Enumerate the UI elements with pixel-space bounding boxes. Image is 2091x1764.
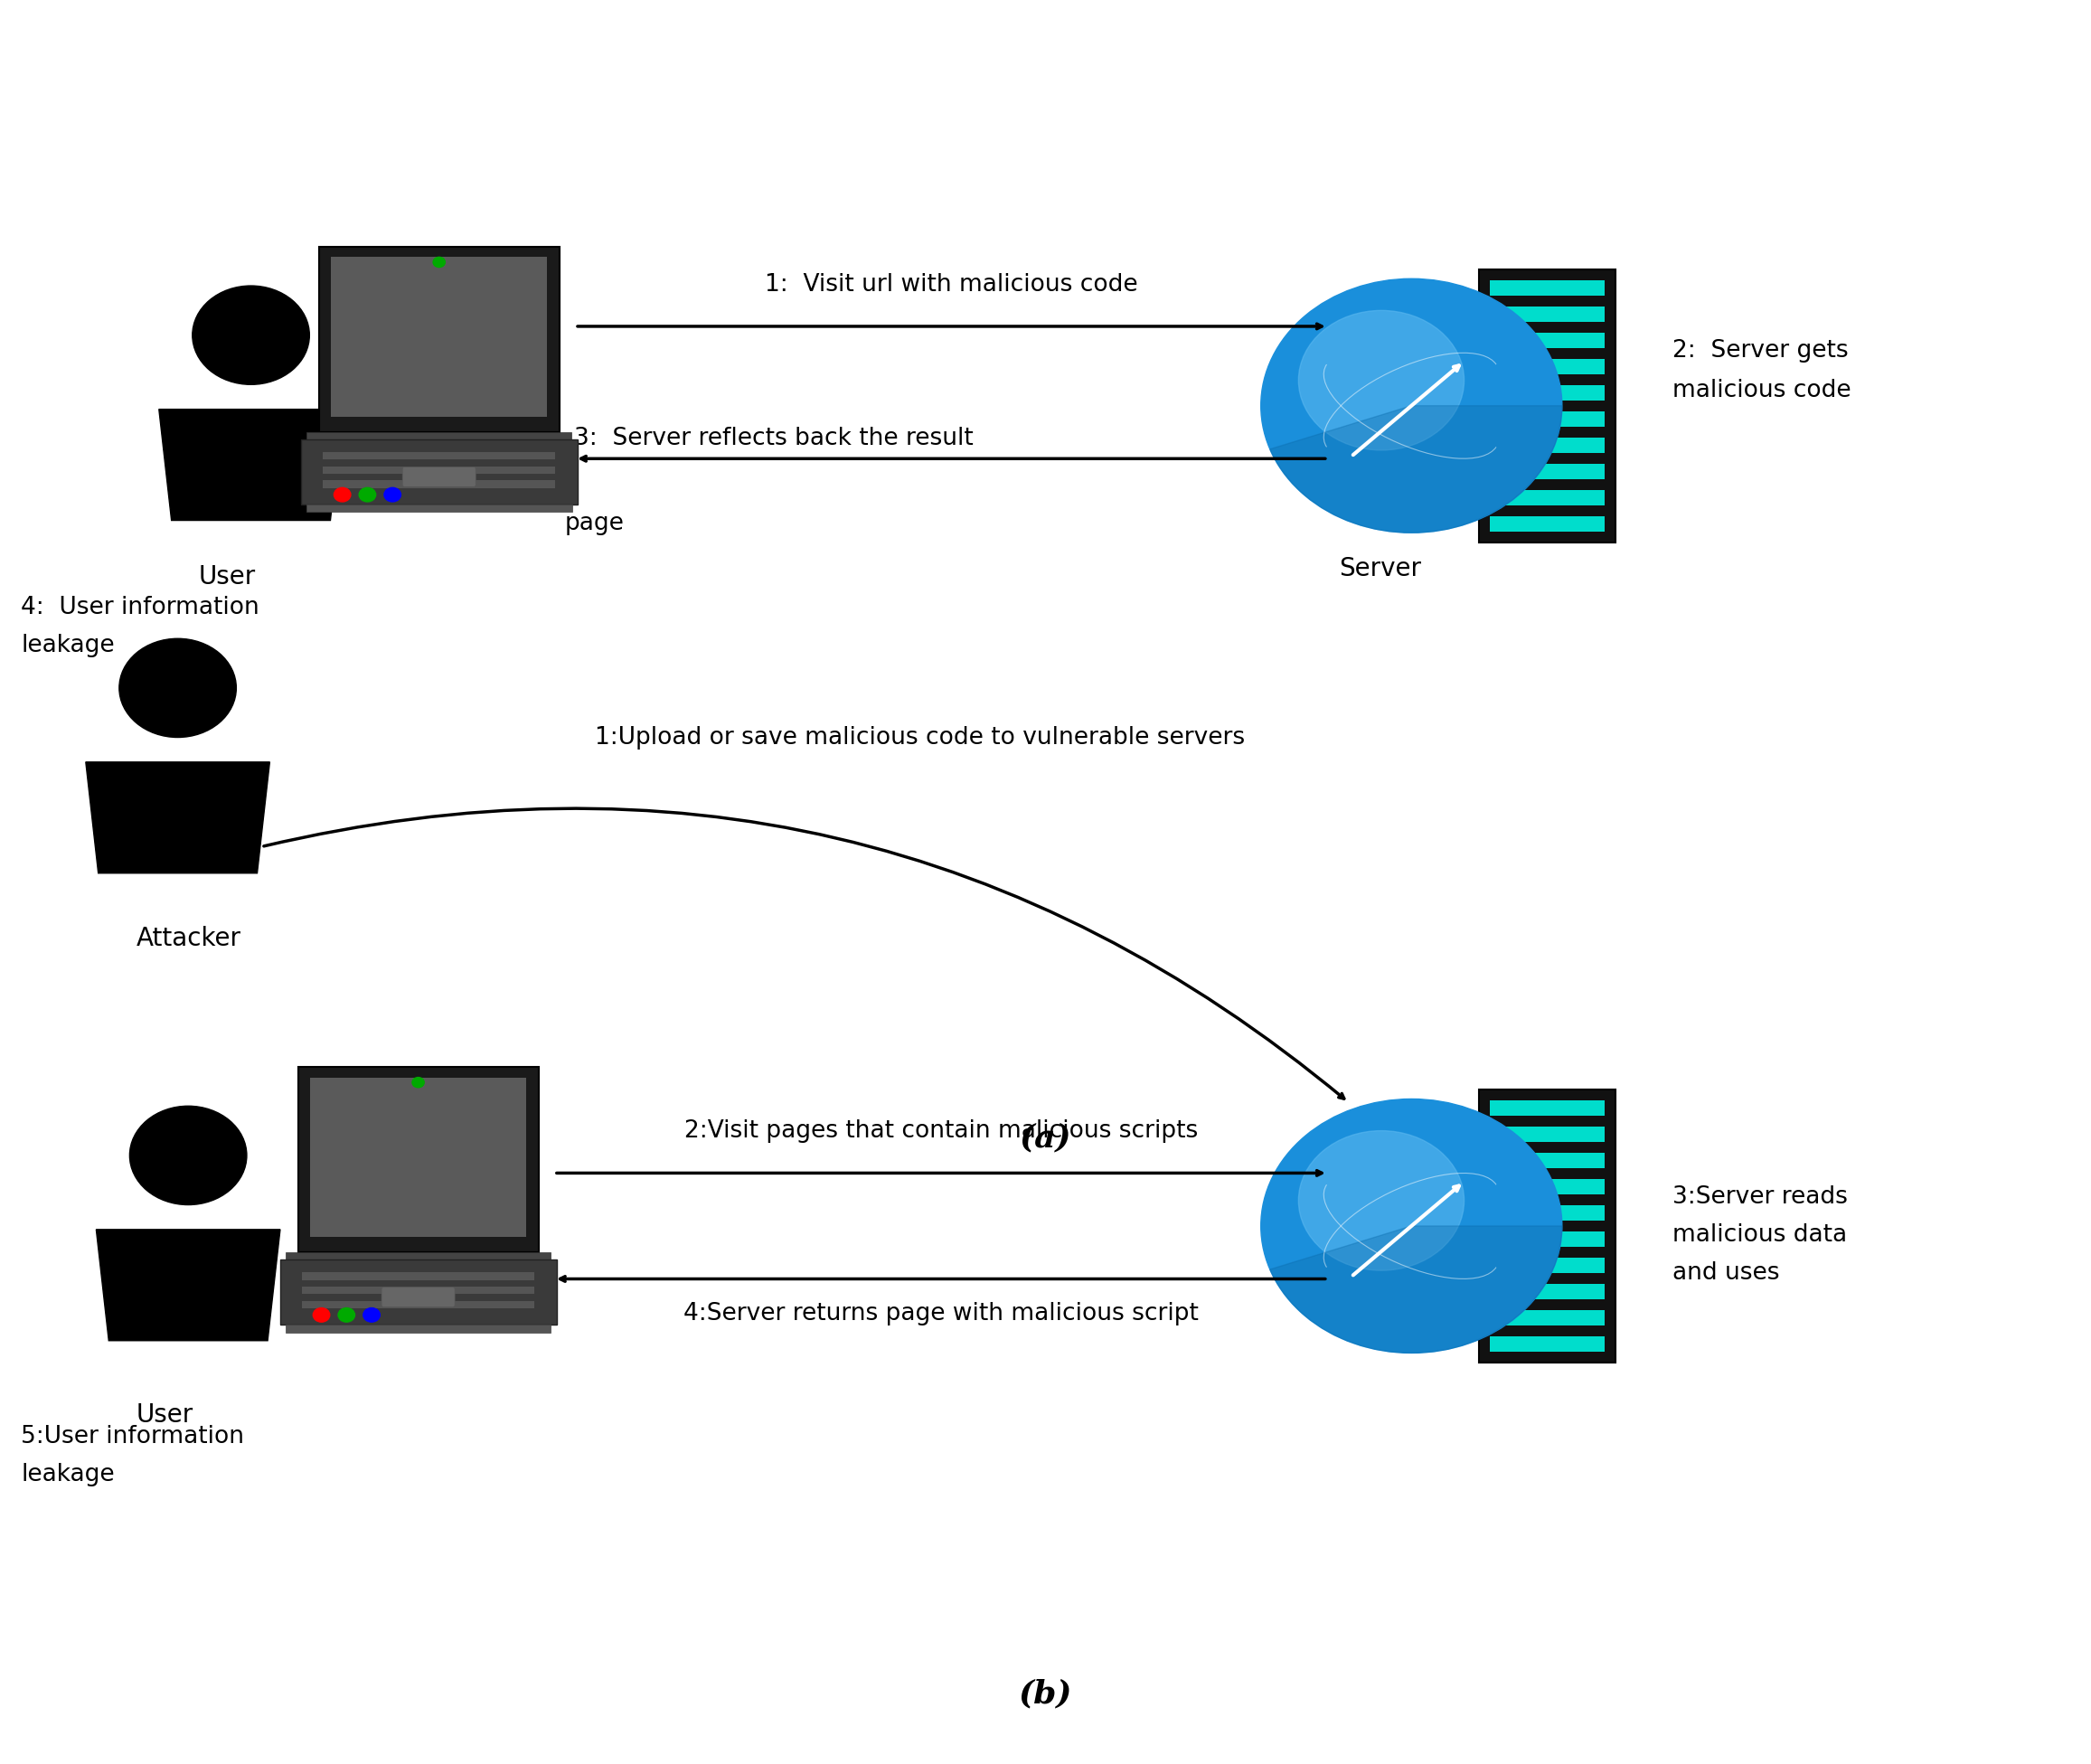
Text: 1:Upload or save malicious code to vulnerable servers: 1:Upload or save malicious code to vulne… [596, 727, 1244, 750]
Text: (a): (a) [1020, 1122, 1071, 1154]
FancyBboxPatch shape [1491, 1337, 1604, 1351]
FancyBboxPatch shape [297, 1067, 537, 1252]
Circle shape [412, 1078, 424, 1087]
Circle shape [130, 1106, 247, 1205]
Circle shape [119, 639, 236, 737]
FancyBboxPatch shape [301, 1286, 535, 1295]
FancyBboxPatch shape [1491, 307, 1604, 321]
FancyBboxPatch shape [1491, 1101, 1604, 1115]
FancyBboxPatch shape [381, 1288, 456, 1307]
FancyBboxPatch shape [1491, 517, 1604, 531]
FancyBboxPatch shape [1491, 280, 1604, 295]
Text: page: page [565, 512, 623, 534]
Text: 1:  Visit url with malicious code: 1: Visit url with malicious code [765, 273, 1138, 296]
FancyBboxPatch shape [1491, 411, 1604, 427]
FancyBboxPatch shape [330, 258, 548, 416]
FancyBboxPatch shape [401, 467, 477, 487]
Text: 3:Server reads
malicious data
and uses: 3:Server reads malicious data and uses [1673, 1185, 1848, 1284]
FancyBboxPatch shape [307, 505, 571, 512]
FancyBboxPatch shape [1491, 1258, 1604, 1274]
FancyBboxPatch shape [1491, 1154, 1604, 1168]
Text: 4:  User information
leakage: 4: User information leakage [21, 596, 259, 656]
Wedge shape [1269, 406, 1562, 533]
FancyBboxPatch shape [1491, 464, 1604, 478]
Circle shape [1299, 310, 1464, 450]
FancyBboxPatch shape [1491, 437, 1604, 453]
Text: 2:  Server gets
malicious code: 2: Server gets malicious code [1673, 339, 1851, 402]
FancyBboxPatch shape [1491, 385, 1604, 400]
FancyBboxPatch shape [286, 1252, 550, 1259]
FancyBboxPatch shape [280, 1259, 556, 1325]
Wedge shape [1269, 1226, 1562, 1353]
Circle shape [314, 1307, 330, 1321]
Text: User: User [199, 564, 255, 589]
Circle shape [1261, 279, 1562, 533]
FancyBboxPatch shape [307, 432, 571, 439]
FancyBboxPatch shape [1491, 1205, 1604, 1221]
Circle shape [364, 1307, 381, 1321]
FancyBboxPatch shape [1480, 268, 1614, 543]
Polygon shape [86, 762, 270, 873]
FancyBboxPatch shape [1491, 1311, 1604, 1325]
Text: 4:Server returns page with malicious script: 4:Server returns page with malicious scr… [684, 1302, 1198, 1325]
Polygon shape [96, 1230, 280, 1341]
Polygon shape [159, 409, 343, 520]
Text: 2:Visit pages that contain malicious scripts: 2:Visit pages that contain malicious scr… [684, 1120, 1198, 1143]
FancyBboxPatch shape [301, 439, 577, 505]
FancyBboxPatch shape [1480, 1090, 1614, 1362]
FancyBboxPatch shape [1491, 1231, 1604, 1247]
Text: 5:User information
leakage: 5:User information leakage [21, 1425, 245, 1485]
Text: Attacker: Attacker [136, 926, 240, 951]
FancyBboxPatch shape [1491, 333, 1604, 348]
Circle shape [1299, 1131, 1464, 1270]
FancyBboxPatch shape [322, 466, 556, 475]
FancyBboxPatch shape [322, 452, 556, 460]
Circle shape [335, 487, 351, 501]
Circle shape [1261, 1099, 1562, 1353]
FancyBboxPatch shape [301, 1272, 535, 1281]
FancyBboxPatch shape [1491, 358, 1604, 374]
Text: 3:  Server reflects back the result: 3: Server reflects back the result [575, 427, 972, 450]
Circle shape [385, 487, 401, 501]
FancyBboxPatch shape [1491, 1127, 1604, 1141]
Circle shape [360, 487, 376, 501]
FancyBboxPatch shape [1491, 1284, 1604, 1298]
Text: Server: Server [1338, 556, 1422, 580]
FancyBboxPatch shape [1491, 1178, 1604, 1194]
Text: (b): (b) [1018, 1678, 1073, 1709]
FancyBboxPatch shape [322, 480, 556, 489]
FancyBboxPatch shape [318, 247, 558, 432]
FancyBboxPatch shape [301, 1300, 535, 1309]
Circle shape [433, 258, 445, 266]
Circle shape [339, 1307, 355, 1321]
Text: User: User [136, 1402, 192, 1427]
FancyBboxPatch shape [286, 1325, 550, 1332]
FancyBboxPatch shape [309, 1078, 527, 1237]
FancyBboxPatch shape [1491, 490, 1604, 505]
Circle shape [192, 286, 309, 385]
